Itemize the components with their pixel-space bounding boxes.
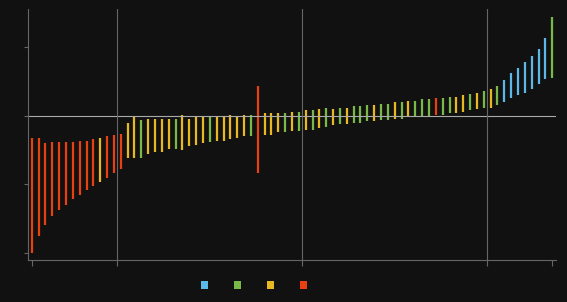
Legend: , , , : , , , [197,276,313,294]
